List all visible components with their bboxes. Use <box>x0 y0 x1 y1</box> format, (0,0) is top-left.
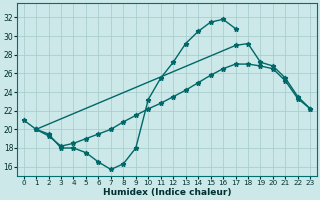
X-axis label: Humidex (Indice chaleur): Humidex (Indice chaleur) <box>103 188 231 197</box>
